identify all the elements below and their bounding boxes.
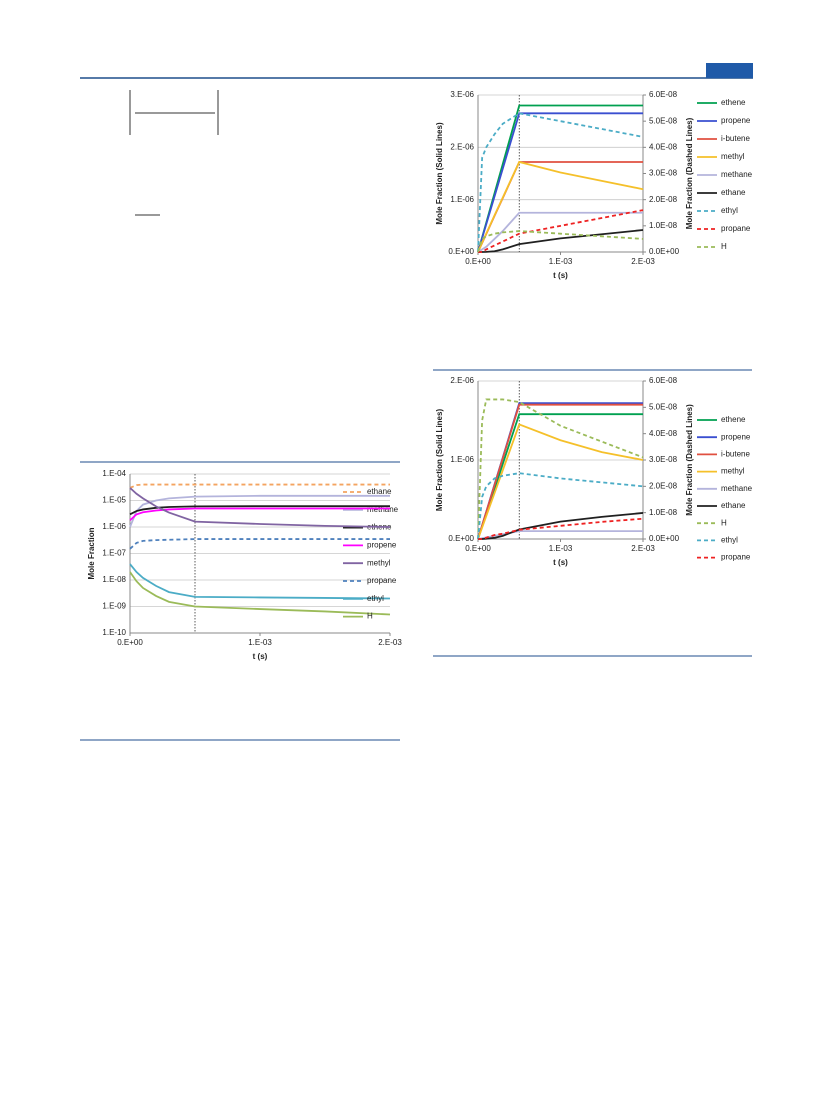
- y-tick-label: 1.E-06: [102, 522, 126, 531]
- legend-label: ethane: [721, 501, 746, 510]
- legend-label: methane: [721, 484, 753, 493]
- y2-tick-label: 5.0E-08: [649, 402, 678, 411]
- y2-tick-label: 0.0E+00: [649, 534, 680, 543]
- series-line: [129, 494, 390, 528]
- series-line: [477, 472, 644, 540]
- x-axis-label: t (s): [553, 271, 568, 280]
- y2-axis-label: Mole Fraction (Dashed Lines): [685, 117, 694, 229]
- x-tick-label: 0.E+00: [465, 257, 491, 266]
- y-tick-label: 1.E-10: [102, 628, 126, 637]
- series-line: [129, 505, 390, 516]
- legend-label: i-butene: [721, 134, 750, 143]
- y2-tick-label: 4.0E-08: [649, 429, 678, 438]
- x-tick-label: 2.E-03: [631, 257, 655, 266]
- series-line: [478, 209, 644, 253]
- y2-tick-label: 2.0E-08: [649, 481, 678, 490]
- legend-label: ethane: [367, 487, 392, 496]
- legend-label: methane: [721, 170, 753, 179]
- legend-label: i-butene: [721, 450, 750, 459]
- series-line: [477, 398, 644, 540]
- y-tick-label: 2.E-06: [450, 376, 474, 385]
- y-axis-label: Mole Fraction (Solid Lines): [435, 409, 444, 512]
- legend-label: propane: [721, 224, 751, 233]
- legend-label: H: [367, 612, 373, 621]
- y-tick-label: 3.E-06: [450, 90, 474, 99]
- legend-label: ethane: [721, 188, 746, 197]
- series-line: [477, 530, 643, 540]
- series-line: [477, 112, 643, 253]
- y-tick-label: 1.E-07: [102, 549, 126, 558]
- x-tick-label: 2.E-03: [378, 638, 402, 647]
- series-line: [477, 423, 644, 540]
- x-tick-label: 1.E-03: [248, 638, 272, 647]
- series-line: [129, 487, 391, 528]
- y2-tick-label: 2.0E-08: [649, 195, 678, 204]
- series-line: [129, 538, 390, 550]
- y2-tick-label: 0.0E+00: [649, 247, 680, 256]
- y2-tick-label: 6.0E-08: [649, 376, 678, 385]
- series-line: [129, 483, 390, 489]
- y-tick-label: 2.E-06: [450, 142, 474, 151]
- y2-tick-label: 3.0E-08: [649, 169, 678, 178]
- legend-label: propene: [367, 541, 397, 550]
- y2-tick-label: 1.0E-08: [649, 508, 678, 517]
- y-axis-label: Mole Fraction: [87, 527, 96, 579]
- x-tick-label: 1.E-03: [549, 544, 573, 553]
- y-tick-label: 0.E+00: [448, 247, 474, 256]
- y2-tick-label: 3.0E-08: [649, 455, 678, 464]
- x-tick-label: 1.E-03: [549, 257, 573, 266]
- x-tick-label: 0.E+00: [465, 544, 491, 553]
- series-line: [129, 563, 391, 600]
- legend-label: methyl: [367, 558, 391, 567]
- y2-tick-label: 5.0E-08: [649, 116, 678, 125]
- series-line: [129, 571, 391, 616]
- legend-label: ethene: [721, 98, 746, 107]
- series-line: [477, 211, 643, 253]
- legend-label: propane: [367, 576, 397, 585]
- y-axis-label: Mole Fraction (Solid Lines): [435, 122, 444, 225]
- x-axis-label: t (s): [553, 558, 568, 567]
- x-tick-label: 0.E+00: [117, 638, 143, 647]
- legend-label: methyl: [721, 152, 745, 161]
- y-tick-label: 1.E-08: [102, 575, 126, 584]
- header-tab: [706, 63, 753, 78]
- legend-label: H: [721, 242, 727, 251]
- legend-label: methyl: [721, 467, 745, 476]
- series-line: [129, 507, 390, 521]
- legend-label: ethyl: [721, 206, 738, 215]
- legend-label: ethyl: [721, 536, 738, 545]
- y-tick-label: 1.E-04: [102, 469, 126, 478]
- y-tick-label: 1.E-06: [450, 195, 474, 204]
- y2-tick-label: 1.0E-08: [649, 221, 678, 230]
- y2-tick-label: 4.0E-08: [649, 142, 678, 151]
- legend-label: propene: [721, 432, 751, 441]
- y-tick-label: 1.E-09: [102, 602, 126, 611]
- x-tick-label: 2.E-03: [631, 544, 655, 553]
- y2-tick-label: 6.0E-08: [649, 90, 678, 99]
- legend-label: methane: [367, 505, 399, 514]
- legend-label: propene: [721, 116, 751, 125]
- y-tick-label: 0.E+00: [448, 534, 474, 543]
- y-tick-label: 1.E-06: [450, 455, 474, 464]
- legend-label: H: [721, 518, 727, 527]
- legend-label: ethene: [721, 415, 746, 424]
- series-line: [477, 230, 644, 253]
- x-axis-label: t (s): [253, 652, 268, 661]
- legend-label: propane: [721, 553, 751, 562]
- y-tick-label: 1.E-05: [102, 496, 126, 505]
- legend-label: ethyl: [367, 594, 384, 603]
- series-line: [478, 512, 644, 540]
- series-line: [477, 160, 644, 253]
- series-line: [477, 112, 644, 253]
- y2-axis-label: Mole Fraction (Dashed Lines): [685, 404, 694, 516]
